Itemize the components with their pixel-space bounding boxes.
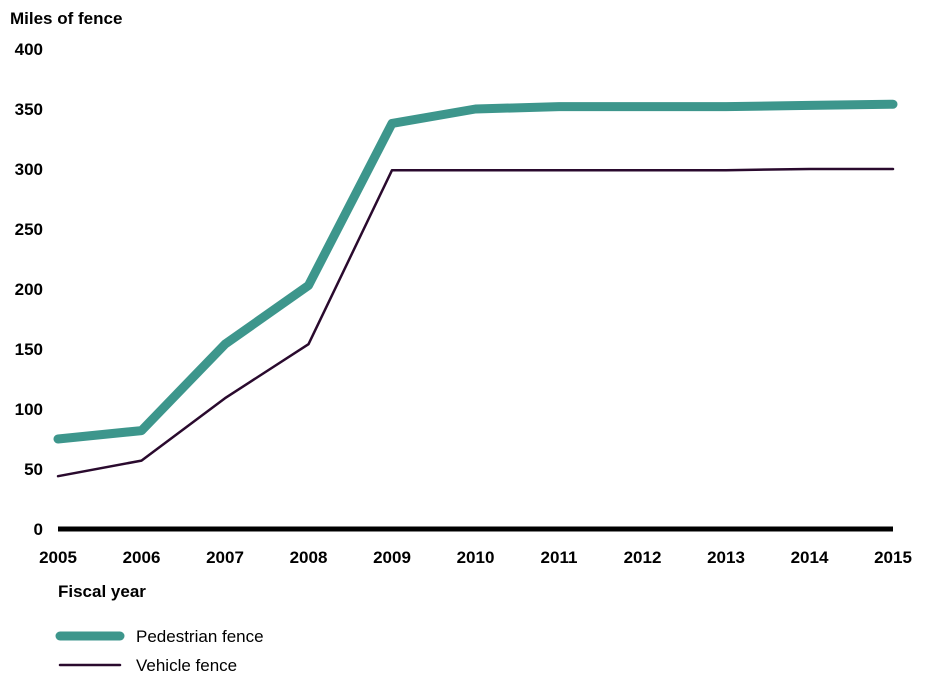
y-tick-label-150: 150	[15, 340, 43, 359]
y-tick-label-50: 50	[24, 460, 43, 479]
x-tick-label-2009: 2009	[373, 548, 411, 567]
y-tick-label-350: 350	[15, 100, 43, 119]
legend-label-vehicle-fence: Vehicle fence	[136, 656, 237, 675]
x-tick-label-2010: 2010	[457, 548, 495, 567]
y-tick-label-250: 250	[15, 220, 43, 239]
legend-label-pedestrian-fence: Pedestrian fence	[136, 627, 264, 646]
y-tick-label-300: 300	[15, 160, 43, 179]
series-lines	[53, 99, 898, 478]
y-tick-label-0: 0	[34, 520, 43, 539]
y-tick-label-200: 200	[15, 280, 43, 299]
x-axis-ticks: 2005 2006 2007 2008 2009 2010 2011 2012 2013 2014…	[39, 548, 912, 567]
legend: Pedestrian fence Vehicle fence	[55, 627, 264, 675]
y-axis-ticks: 0 50 100 150 200 250 300 350 400	[15, 40, 43, 539]
y-tick-label-400: 400	[15, 40, 43, 59]
x-tick-label-2012: 2012	[624, 548, 662, 567]
x-tick-label-2005: 2005	[39, 548, 77, 567]
series-line-pedestrian-fence	[53, 99, 898, 444]
x-tick-label-2013: 2013	[707, 548, 745, 567]
x-tick-label-2011: 2011	[541, 548, 578, 567]
x-tick-label-2015: 2015	[874, 548, 912, 567]
x-tick-label-2007: 2007	[206, 548, 244, 567]
x-tick-label-2006: 2006	[123, 548, 161, 567]
series-line-vehicle-fence	[56, 167, 895, 478]
y-tick-label-100: 100	[15, 400, 43, 419]
x-tick-label-2008: 2008	[290, 548, 328, 567]
x-tick-label-2014: 2014	[791, 548, 829, 567]
y-axis-title: Miles of fence	[10, 9, 122, 28]
x-axis-title: Fiscal year	[58, 582, 146, 601]
